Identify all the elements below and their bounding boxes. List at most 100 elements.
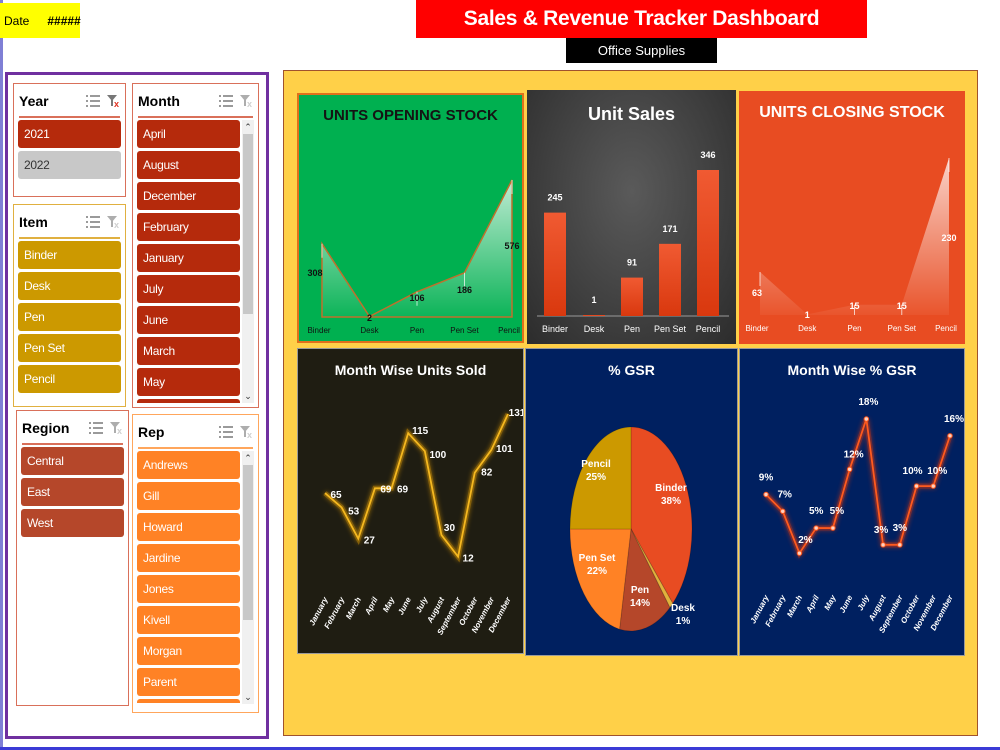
opening-stock-chart: UNITS OPENING STOCK 308 Binder 2 Desk 106 Pen… [297, 93, 524, 343]
scroll-down-icon[interactable]: ⌄ [244, 692, 252, 702]
svg-text:30: 30 [444, 523, 456, 534]
svg-text:1%: 1% [676, 616, 691, 627]
svg-text:230: 230 [941, 233, 956, 243]
month-slicer-item[interactable]: June [137, 306, 240, 334]
month-slicer-item[interactable]: July [137, 275, 240, 303]
slicer-header-divider [19, 237, 120, 239]
rep-slicer-item[interactable]: Morgan [137, 637, 240, 665]
svg-text:May: May [822, 593, 838, 611]
clear-filter-icon[interactable]: x [239, 425, 253, 440]
region-slicer-items: Central East West [21, 447, 124, 540]
svg-text:Pen: Pen [631, 585, 649, 596]
month-slicer: Month x April August December February January… [132, 83, 259, 408]
svg-text:Pen: Pen [624, 324, 640, 334]
svg-text:Pen Set: Pen Set [888, 324, 917, 333]
svg-text:12: 12 [463, 554, 475, 565]
multi-select-icon[interactable] [86, 215, 100, 229]
month-slicer-item[interactable]: March [137, 337, 240, 365]
svg-text:July: July [856, 593, 872, 612]
item-slicer: Item x Binder Desk Pen Pen Set Pencil [13, 204, 126, 407]
clear-filter-icon[interactable]: x [239, 94, 253, 109]
multi-select-icon[interactable] [89, 421, 103, 435]
svg-text:82: 82 [481, 468, 493, 479]
svg-text:Pencil: Pencil [498, 326, 520, 335]
svg-text:18%: 18% [858, 397, 878, 408]
region-slicer-header: Region x [22, 415, 123, 441]
svg-text:9%: 9% [759, 473, 774, 484]
rep-slicer-scrollbar[interactable]: ⌃ ⌄ [242, 451, 254, 704]
svg-text:186: 186 [457, 285, 472, 295]
rep-slicer: Rep x Andrews Gill Howard Jardine Jones Kivell M… [132, 414, 259, 713]
month-slicer-item[interactable]: May [137, 368, 240, 396]
year-slicer-title: Year [19, 93, 49, 109]
month-slicer-item[interactable]: August [137, 151, 240, 179]
svg-text:69: 69 [380, 484, 392, 495]
svg-text:3%: 3% [874, 525, 889, 536]
item-slicer-items: Binder Desk Pen Pen Set Pencil [18, 241, 121, 396]
month-slicer-item[interactable]: January [137, 244, 240, 272]
rep-slicer-item[interactable]: Jones [137, 575, 240, 603]
item-slicer-item[interactable]: Desk [18, 272, 121, 300]
svg-text:1: 1 [591, 295, 596, 305]
svg-text:16%: 16% [944, 414, 964, 425]
month-slicer-item[interactable]: December [137, 182, 240, 210]
scroll-down-icon[interactable]: ⌄ [244, 391, 252, 401]
svg-text:Binder: Binder [655, 483, 687, 494]
rep-slicer-item[interactable]: Howard [137, 513, 240, 541]
svg-text:2%: 2% [798, 535, 813, 546]
clear-filter-icon[interactable]: x [106, 94, 120, 109]
region-slicer-title: Region [22, 420, 70, 436]
multi-select-icon[interactable] [86, 94, 100, 108]
scrollbar-thumb[interactable] [243, 134, 253, 314]
item-slicer-item[interactable]: Pencil [18, 365, 121, 393]
month-slicer-item-partial [137, 399, 240, 403]
svg-text:171: 171 [662, 224, 677, 234]
region-slicer-item[interactable]: Central [21, 447, 124, 475]
multi-select-icon[interactable] [219, 94, 233, 108]
rep-slicer-item[interactable]: Gill [137, 482, 240, 510]
svg-text:Desk: Desk [584, 324, 605, 334]
svg-text:106: 106 [409, 293, 424, 303]
rep-slicer-item[interactable]: Parent [137, 668, 240, 696]
region-slicer-item[interactable]: East [21, 478, 124, 506]
rep-slicer-item[interactable]: Andrews [137, 451, 240, 479]
rep-slicer-item[interactable]: Jardine [137, 544, 240, 572]
month-slicer-item[interactable]: April [137, 120, 240, 148]
svg-text:Desk: Desk [798, 324, 817, 333]
clear-filter-icon[interactable]: x [106, 215, 120, 230]
month-slicer-title: Month [138, 93, 180, 109]
item-slicer-item[interactable]: Binder [18, 241, 121, 269]
svg-text:15: 15 [849, 301, 859, 311]
scroll-up-icon[interactable]: ⌃ [244, 453, 252, 463]
clear-filter-icon[interactable]: x [109, 421, 123, 436]
item-slicer-item[interactable]: Pen Set [18, 334, 121, 362]
svg-text:Pencil: Pencil [581, 459, 611, 470]
svg-text:3%: 3% [893, 523, 908, 534]
gsr-pie-title: % GSR [608, 362, 655, 378]
year-slicer-item[interactable]: 2022 [18, 151, 121, 179]
month-gsr-chart: Month Wise % GSR 9% January 7% February 2% Ma… [739, 348, 965, 656]
svg-text:Pen Set: Pen Set [579, 553, 616, 564]
scrollbar-thumb[interactable] [243, 465, 253, 620]
scroll-up-icon[interactable]: ⌃ [244, 122, 252, 132]
svg-text:Desk: Desk [671, 603, 695, 614]
month-slicer-items: April August December February January July Ju… [137, 120, 240, 403]
year-slicer-item[interactable]: 2021 [18, 120, 121, 148]
year-slicer-header: Year x [19, 88, 120, 114]
svg-text:12%: 12% [844, 449, 864, 460]
svg-text:69: 69 [397, 484, 409, 495]
item-slicer-item[interactable]: Pen [18, 303, 121, 331]
svg-text:101: 101 [496, 444, 513, 455]
multi-select-icon[interactable] [219, 425, 233, 439]
region-slicer-item[interactable]: West [21, 509, 124, 537]
rep-slicer-items: Andrews Gill Howard Jardine Jones Kivell Morga… [137, 451, 240, 703]
month-slicer-scrollbar[interactable]: ⌃ ⌄ [242, 120, 254, 403]
date-cell[interactable]: Date ##### [0, 3, 81, 38]
slicer-header-divider [138, 116, 253, 118]
window-bottom-edge [0, 747, 1000, 750]
dashboard-title: Sales & Revenue Tracker Dashboard [416, 0, 867, 38]
rep-slicer-item[interactable]: Kivell [137, 606, 240, 634]
slicer-panel: Year x 2021 2022 Month x April August December F… [5, 72, 269, 739]
svg-text:7%: 7% [778, 489, 793, 500]
month-slicer-item[interactable]: February [137, 213, 240, 241]
